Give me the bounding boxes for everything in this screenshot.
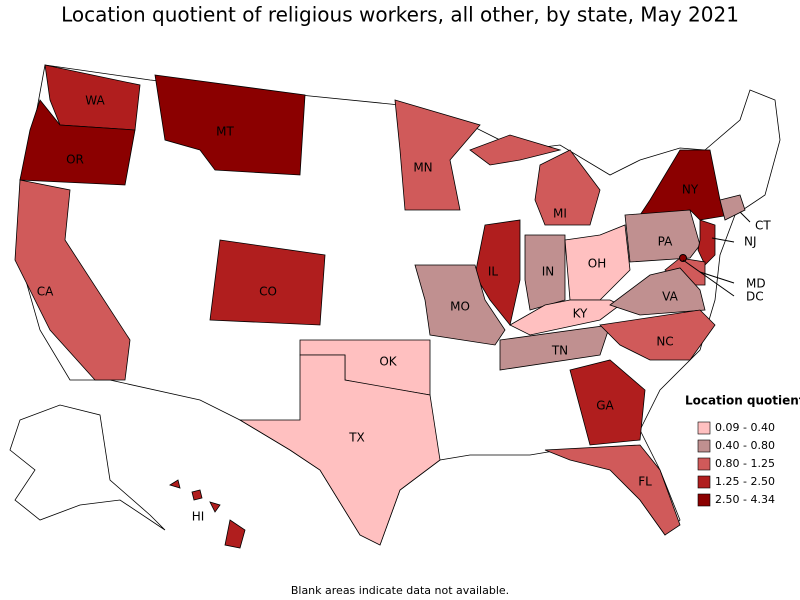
state-label: MT bbox=[216, 125, 234, 139]
state-shape bbox=[679, 254, 687, 262]
state-label: HI bbox=[192, 510, 205, 524]
state-label: NY bbox=[682, 183, 699, 197]
state-shape bbox=[569, 359, 646, 446]
state-shape bbox=[599, 309, 716, 361]
state-shape bbox=[238, 354, 441, 546]
state-shape bbox=[499, 324, 611, 371]
state-shape bbox=[609, 267, 706, 316]
state-shape bbox=[154, 74, 306, 176]
legend-swatch bbox=[697, 439, 711, 453]
state-shape bbox=[394, 99, 481, 211]
state-label: WA bbox=[85, 94, 105, 108]
label-leader bbox=[682, 259, 735, 297]
legend-label: 0.80 - 1.25 bbox=[715, 457, 775, 470]
state-label: IN bbox=[542, 265, 555, 279]
state-label: PA bbox=[658, 235, 673, 249]
state-label: OR bbox=[66, 153, 84, 167]
state-shape bbox=[19, 99, 136, 186]
legend-label: 0.09 - 0.40 bbox=[715, 421, 775, 434]
state-shape bbox=[534, 149, 601, 226]
state-label: OK bbox=[379, 355, 397, 369]
state-shape bbox=[624, 209, 701, 263]
state-label: MN bbox=[413, 161, 432, 175]
state-shape bbox=[209, 501, 221, 513]
legend-label: 1.25 - 2.50 bbox=[715, 475, 775, 488]
state-shape bbox=[209, 239, 326, 326]
state-label: NC bbox=[656, 335, 673, 349]
label-leader bbox=[739, 211, 751, 223]
state-label: VA bbox=[662, 290, 678, 304]
state-label: MI bbox=[553, 207, 567, 221]
label-leader bbox=[711, 237, 735, 243]
state-shape bbox=[719, 194, 746, 221]
state-label: CO bbox=[259, 285, 277, 299]
legend-label: 2.50 - 4.34 bbox=[715, 493, 775, 506]
legend-swatch bbox=[697, 475, 711, 489]
state-label: NJ bbox=[744, 235, 757, 249]
state-label: FL bbox=[638, 475, 652, 489]
state-label: GA bbox=[596, 399, 614, 413]
state-shape bbox=[414, 264, 506, 346]
state-shape bbox=[469, 134, 562, 166]
legend-swatch bbox=[697, 421, 711, 435]
state-label: TN bbox=[551, 344, 568, 358]
state-label: CA bbox=[37, 285, 54, 299]
state-shape bbox=[14, 179, 131, 381]
state-label: TX bbox=[348, 431, 365, 445]
label-leader bbox=[699, 271, 735, 284]
legend-title: Location quotient bbox=[685, 394, 800, 408]
state-label: OH bbox=[588, 257, 606, 271]
legend: 0.09 - 0.40 0.40 - 0.80 0.80 - 1.25 1.25 - … bbox=[697, 421, 775, 507]
states: WA OR MT CA CO MN MI IL IN OH KY TN MO OK TX NY PA CT NJ MD… bbox=[14, 64, 771, 549]
legend-swatch bbox=[697, 493, 711, 507]
state-label: CT bbox=[755, 219, 771, 233]
state-shape bbox=[224, 519, 246, 549]
state-shape bbox=[544, 444, 681, 536]
alaska bbox=[9, 404, 166, 531]
legend-swatch bbox=[697, 457, 711, 471]
state-shape bbox=[169, 479, 181, 489]
footnote: Blank areas indicate data not available. bbox=[291, 584, 509, 597]
state-label: DC bbox=[746, 290, 764, 304]
state-label: IL bbox=[488, 265, 499, 279]
state-shape bbox=[191, 489, 203, 501]
legend-label: 0.40 - 0.80 bbox=[715, 439, 775, 452]
state-label: MD bbox=[746, 277, 766, 291]
state-label: KY bbox=[573, 307, 588, 321]
state-label: MO bbox=[450, 300, 470, 314]
map-title: Location quotient of religious workers, … bbox=[61, 3, 739, 27]
